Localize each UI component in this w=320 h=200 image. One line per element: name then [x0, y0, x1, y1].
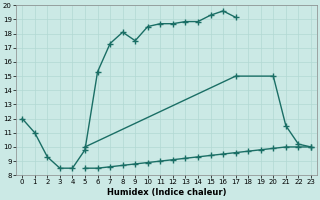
X-axis label: Humidex (Indice chaleur): Humidex (Indice chaleur): [107, 188, 226, 197]
